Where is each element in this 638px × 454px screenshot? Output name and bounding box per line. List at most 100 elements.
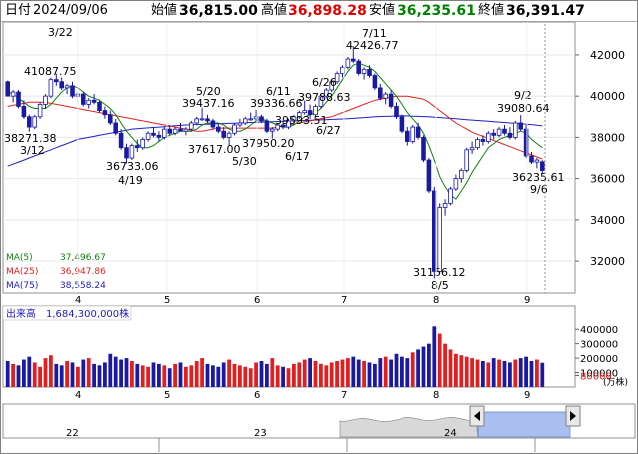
candle-up (86, 99, 91, 105)
candle-up (437, 207, 442, 272)
candle-up (410, 126, 415, 142)
candle-down (205, 118, 210, 122)
volume-bar (184, 366, 188, 387)
volume-bar (491, 358, 496, 387)
ma5-legend-label: MA(5) (6, 253, 33, 263)
candle-down (507, 132, 513, 138)
candle-down (97, 101, 102, 111)
candle-down (540, 161, 545, 171)
candle-down (108, 114, 113, 124)
candle-down (91, 99, 97, 103)
candle-up (297, 112, 302, 118)
candle-down (415, 126, 421, 138)
volume-bar (140, 365, 145, 387)
volume-bar (513, 359, 518, 387)
volume-bar (400, 356, 404, 387)
volume-bar (265, 363, 269, 387)
volume-bar (248, 368, 253, 387)
volume-bar (205, 363, 210, 387)
navigator-right-handle[interactable] (565, 405, 581, 427)
candle-up (37, 104, 43, 118)
candle-down (16, 91, 21, 107)
price-tick-label: 34000 (590, 214, 625, 227)
candle-up (129, 145, 135, 159)
candle-down (421, 136, 426, 161)
volume-bar (351, 356, 356, 387)
candle-down (210, 120, 216, 128)
candle-up (448, 188, 453, 204)
candle-down (216, 126, 221, 132)
volume-bar (49, 355, 53, 387)
volume-bar (124, 358, 129, 387)
volume-bar (443, 343, 447, 387)
volume-bar (254, 362, 258, 387)
volume-bar (367, 362, 372, 387)
volume-bar (470, 358, 474, 387)
volume-bar (394, 353, 399, 387)
volume-bar (270, 358, 275, 387)
candle-up (329, 81, 334, 91)
high-label: 高値 (261, 3, 288, 18)
volume-bar (448, 349, 453, 387)
navigator-selection[interactable] (477, 411, 571, 438)
volume-bar (308, 358, 312, 387)
volume-bar (27, 356, 32, 387)
candle-down (372, 75, 378, 89)
candle-down (27, 116, 32, 128)
candle-up (10, 91, 16, 97)
volume-title-box (2, 305, 132, 321)
volume-bar (362, 361, 366, 387)
ma25-legend-value: 36,947.86 (60, 267, 106, 277)
volume-bar (32, 362, 37, 387)
volume-bar (373, 363, 377, 387)
price-annotation-value: 41087.75 (24, 65, 77, 78)
volume-bar (297, 362, 302, 387)
volume-bar (481, 361, 485, 387)
navigator-label-22: 22 (66, 428, 79, 439)
candle-down (135, 145, 140, 149)
volume-bar (59, 365, 64, 387)
month-tick-label: 4 (75, 295, 81, 306)
candle-down (59, 81, 64, 89)
month-tick-label: 4 (75, 390, 81, 401)
volume-bar (11, 363, 15, 387)
volume-bar (216, 366, 221, 387)
volume-bar (508, 362, 512, 387)
low-value: 36,235.61 (397, 3, 476, 19)
volume-bar (200, 358, 204, 387)
price-panel (2, 21, 576, 294)
triangle-right-icon (570, 411, 576, 421)
volume-bar (410, 352, 415, 387)
volume-tick-label: 100000 (580, 369, 618, 380)
price-annotation-date: 5/30 (232, 155, 257, 168)
volume-bar (454, 353, 458, 387)
candle-down (388, 93, 394, 107)
volume-bar (432, 326, 437, 387)
candle-up (145, 132, 151, 140)
volume-bar (259, 361, 264, 387)
volume-bar (459, 355, 464, 387)
candle-up (232, 124, 237, 134)
date-value: 2024/09/06 (33, 3, 108, 18)
volume-bar (76, 366, 80, 387)
price-annotation-date: 9/6 (530, 183, 548, 196)
candle-down (81, 93, 86, 105)
candle-up (140, 139, 145, 149)
ma5-legend-value: 37,496.67 (60, 253, 106, 263)
volume-bar (313, 361, 318, 387)
volume-bar (340, 359, 345, 387)
volume-bar (81, 359, 86, 387)
price-annotation-value: 31156.12 (413, 266, 466, 279)
volume-bar (383, 356, 388, 387)
month-tick-label: 8 (433, 295, 439, 306)
candle-up (172, 128, 178, 134)
candle-down (356, 60, 361, 74)
volume-bar (540, 362, 545, 387)
price-annotation-date: 9/2 (514, 89, 532, 102)
candle-down (518, 122, 523, 130)
volume-bar (221, 362, 226, 387)
navigator-left-handle[interactable] (469, 405, 485, 427)
candle-up (43, 95, 48, 105)
price-tick-label: 32000 (590, 255, 625, 268)
